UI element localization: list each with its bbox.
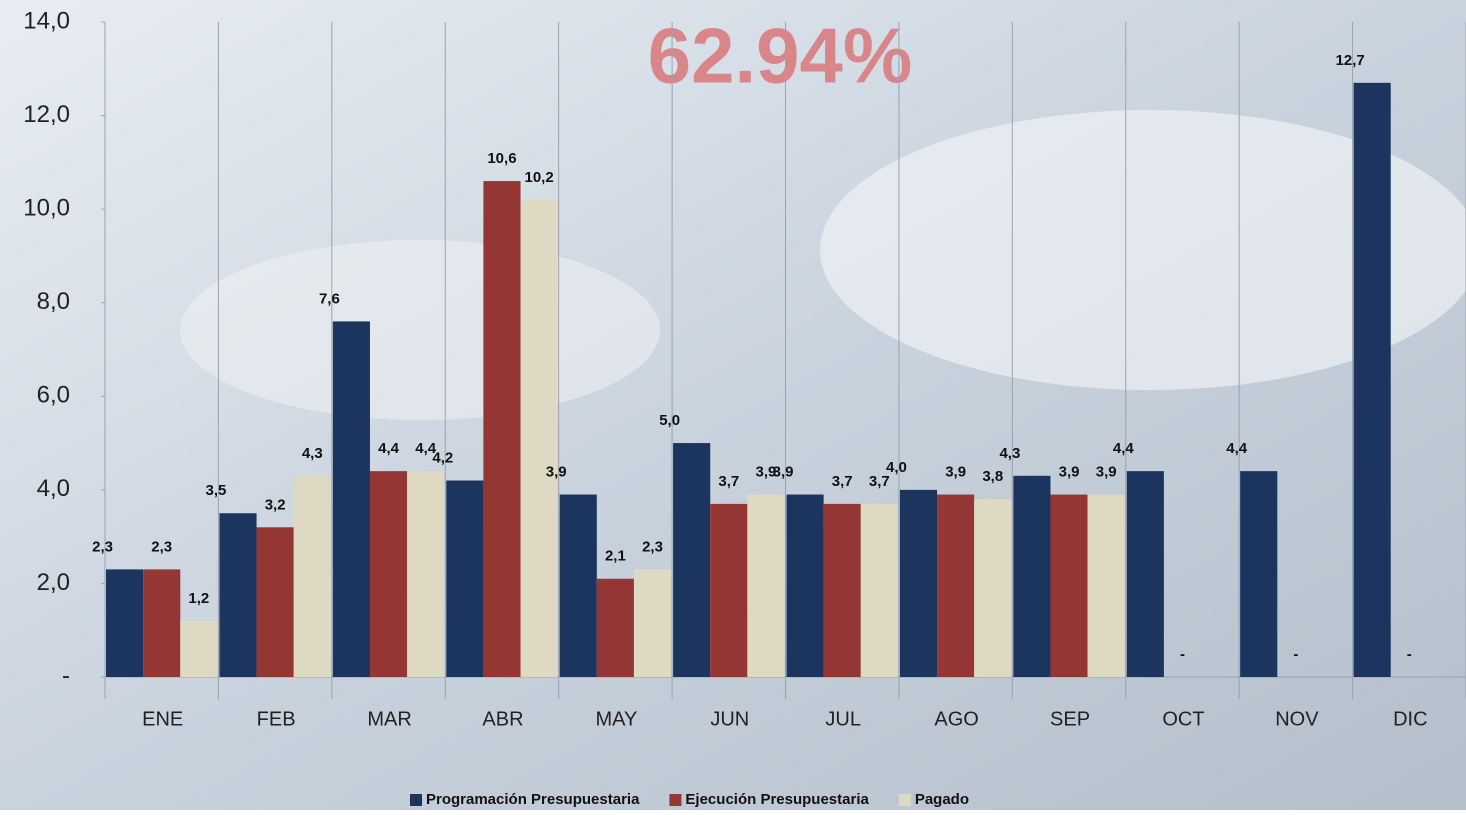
x-tick-label: JUL	[825, 708, 861, 730]
x-tick-label: JUN	[710, 708, 749, 730]
value-label: 7,6	[319, 290, 340, 307]
value-label: 3,9	[945, 464, 966, 481]
chart: 62.94% - 2,0 4,0 6,0 8,0 10,0 12,0 14,0 ENE 2,3 2,…	[0, 0, 1466, 810]
bar	[143, 569, 180, 677]
value-label: 1,2	[188, 590, 209, 607]
bar	[937, 495, 974, 677]
legend-swatch	[410, 794, 422, 806]
y-tick-label: 10,0	[23, 194, 70, 221]
bar	[180, 621, 217, 677]
value-label: 4,4	[1113, 440, 1135, 457]
bar	[370, 471, 407, 677]
bar	[974, 499, 1011, 677]
value-label: 3,9	[1059, 464, 1080, 481]
value-label: 3,9	[1096, 464, 1117, 481]
value-label: 2,3	[92, 538, 113, 555]
bar	[219, 513, 256, 677]
value-label: 4,3	[999, 445, 1020, 462]
bar	[1088, 495, 1125, 677]
bar	[407, 471, 444, 677]
bar	[1013, 476, 1050, 677]
bar	[106, 569, 143, 677]
y-tick-label: 4,0	[37, 475, 70, 502]
value-label: 3,7	[832, 473, 853, 490]
value-label: 4,2	[432, 449, 453, 466]
y-tick-label: 12,0	[23, 101, 70, 128]
bar	[1354, 83, 1391, 677]
x-tick-label: MAY	[595, 708, 637, 730]
bar	[634, 569, 671, 677]
value-label: 2,3	[642, 538, 663, 555]
value-label: 3,7	[718, 473, 739, 490]
x-tick-label: NOV	[1275, 708, 1319, 730]
bar	[673, 443, 710, 677]
page: {"chart_data": { "type": "bar", "annotat…	[0, 0, 1466, 810]
x-tick-label: DIC	[1393, 708, 1427, 730]
x-tick-label: ABR	[482, 708, 523, 730]
legend-label: Pagado	[915, 791, 969, 808]
value-label: 12,7	[1336, 52, 1365, 69]
bar	[1127, 471, 1164, 677]
bar	[483, 181, 520, 677]
bar	[560, 495, 597, 677]
y-tick-label: 14,0	[23, 7, 70, 34]
value-label: -	[1180, 646, 1185, 663]
bar	[824, 504, 861, 677]
y-tick-label: 2,0	[37, 569, 70, 596]
value-label: 10,6	[487, 150, 516, 167]
value-label: 5,0	[659, 412, 680, 429]
legend-swatch	[669, 794, 681, 806]
bar	[446, 481, 483, 678]
bar	[710, 504, 747, 677]
bar	[333, 321, 370, 677]
bar	[521, 200, 558, 677]
value-label: -	[1293, 646, 1298, 663]
value-label: 3,5	[206, 482, 227, 499]
background-dish	[180, 240, 660, 420]
y-tick-label: -	[62, 662, 70, 689]
value-label: 3,9	[773, 464, 794, 481]
value-label: 4,3	[302, 445, 323, 462]
y-tick-label: 8,0	[37, 288, 70, 315]
bar	[597, 579, 634, 677]
value-label: 4,4	[378, 440, 400, 457]
value-label: 2,1	[605, 548, 626, 565]
x-tick-label: FEB	[257, 708, 296, 730]
value-label: 4,4	[1226, 440, 1248, 457]
bar	[747, 495, 784, 677]
annotation: 62.94%	[648, 12, 913, 100]
bar	[1240, 471, 1277, 677]
x-tick-label: SEP	[1050, 708, 1090, 730]
bar	[294, 476, 331, 677]
x-tick-label: ENE	[142, 708, 183, 730]
value-label: 3,9	[546, 464, 567, 481]
value-label: 4,0	[886, 459, 907, 476]
x-tick-label: MAR	[367, 708, 411, 730]
bar	[257, 527, 294, 677]
legend-label: Programación Presupuestaria	[426, 791, 640, 808]
legend-label: Ejecución Presupuestaria	[685, 791, 869, 808]
bar	[787, 495, 824, 677]
value-label: -	[1407, 646, 1412, 663]
bar	[1050, 495, 1087, 677]
bar	[861, 504, 898, 677]
value-label: 3,2	[265, 496, 286, 513]
legend-swatch	[899, 794, 911, 806]
value-label: 3,8	[982, 468, 1003, 485]
y-tick-label: 6,0	[37, 382, 70, 409]
bar	[900, 490, 937, 677]
value-label: 2,3	[151, 538, 172, 555]
x-tick-label: AGO	[934, 708, 978, 730]
value-label: 10,2	[524, 169, 553, 186]
x-tick-label: OCT	[1162, 708, 1204, 730]
